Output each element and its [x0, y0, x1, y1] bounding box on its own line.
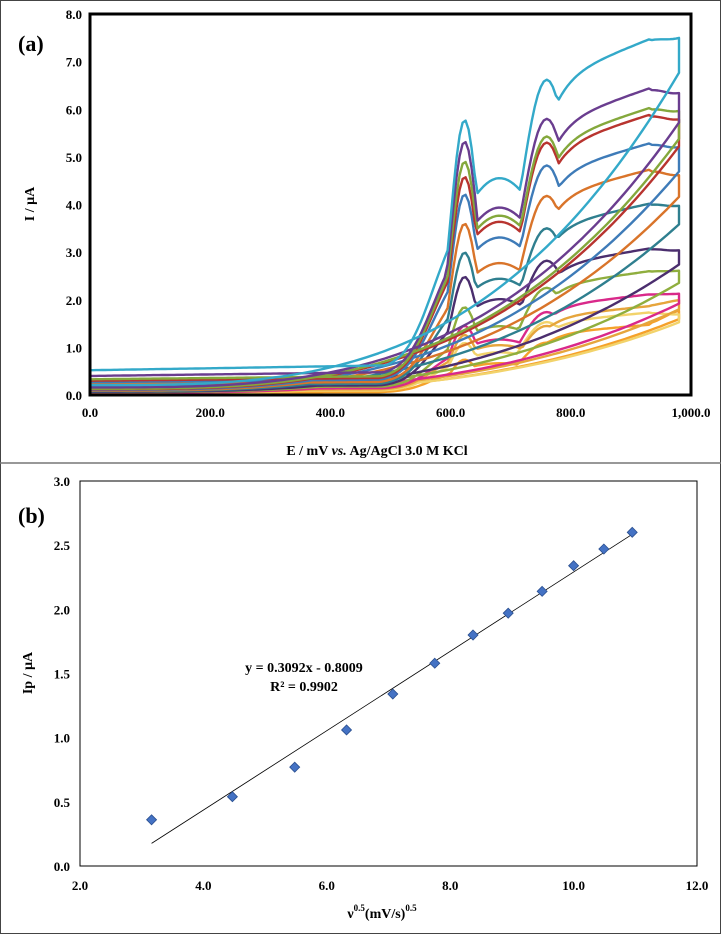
panel-a-x-tick-label: 200.0	[196, 405, 225, 420]
panel-b-y-axis-label: Ip / µA	[21, 651, 36, 694]
panel-a-label: (a)	[18, 31, 44, 56]
panel-b-peak-current-plot: (b) 0.0 0.5 1.0 1.5 2.0 2.5 3.0 2.0 4.0 6.0 8.0 10…	[18, 474, 708, 922]
x-label-sup2: 0.5	[405, 903, 417, 913]
panel-b-plot-frame	[79, 480, 698, 867]
data-point	[146, 814, 158, 826]
x-label-mid: (mV/s)	[365, 907, 406, 922]
panel-b-y-tick-label: 2.5	[54, 538, 71, 553]
panel-b-y-tick-label: 0.0	[54, 859, 70, 874]
panel-b-data-points	[146, 526, 638, 826]
panel-b-x-axis-label: ν0.5(mV/s)0.5	[346, 903, 417, 922]
panel-b-x-tick-label: 6.0	[319, 878, 335, 893]
panel-b-x-tick-label: 10.0	[562, 878, 585, 893]
data-point	[536, 585, 548, 597]
panel-a-cyclic-voltammograms: (a) 0.0 1.0 2.0 3.0 4.0 5.0 6.0 7.0 8.0 0.0 200.0…	[18, 7, 711, 459]
panel-a-x-tick-label: 0.0	[82, 405, 98, 420]
panel-a-y-tick-label: 3.0	[66, 245, 82, 260]
r-squared-label: R² = 0.9902	[270, 680, 338, 695]
panel-b-y-ticks: 0.0 0.5 1.0 1.5 2.0 2.5 3.0	[54, 474, 71, 874]
panel-a-x-tick-label: 600.0	[436, 405, 465, 420]
panel-a-y-tick-label: 0.0	[66, 388, 82, 403]
voltammogram-scan-12	[90, 87, 681, 389]
voltammogram-scan-13	[90, 36, 681, 387]
panel-b-label: (b)	[18, 503, 45, 528]
data-point	[502, 607, 514, 619]
panel-a-y-axis-label: I / µA	[23, 186, 38, 221]
panel-b-x-ticks: 2.0 4.0 6.0 8.0 10.0 12.0	[72, 878, 709, 893]
panel-a-y-ticks: 0.0 1.0 2.0 3.0 4.0 5.0 6.0 7.0 8.0	[66, 7, 82, 403]
panel-a-y-tick-label: 2.0	[66, 293, 82, 308]
panel-b-x-tick-label: 2.0	[72, 878, 88, 893]
data-point	[387, 688, 399, 700]
x-label-prefix: E / mV	[286, 444, 328, 459]
panel-a-y-tick-label: 1.0	[66, 340, 82, 355]
panel-a-x-tick-label: 800.0	[556, 405, 585, 420]
panel-b-y-tick-label: 0.5	[54, 795, 71, 810]
data-point	[340, 724, 353, 736]
panel-a-y-tick-label: 7.0	[66, 55, 82, 70]
panel-b-y-tick-label: 1.5	[54, 667, 71, 682]
data-point	[568, 560, 580, 572]
trendline-equation: y = 0.3092x - 0.8009	[245, 661, 363, 676]
panel-b-y-tick-label: 3.0	[54, 474, 70, 489]
data-point	[467, 629, 479, 641]
data-point	[626, 526, 638, 538]
data-point	[429, 657, 441, 669]
panel-b-y-tick-label: 2.0	[54, 602, 70, 617]
x-label-symbol: ν	[346, 907, 354, 922]
x-label-sup1: 0.5	[354, 903, 366, 913]
voltammogram-scan-11	[90, 106, 681, 390]
panel-a-x-axis-label: E / mV vs. Ag/AgCl 3.0 M KCl	[286, 444, 467, 459]
panel-a-x-ticks: 0.0 200.0 400.0 600.0 800.0 1,000.0	[82, 405, 711, 420]
voltammogram-scan-10	[90, 113, 681, 391]
panel-a-curves	[89, 36, 681, 396]
panel-a-x-tick-label: 1,000.0	[672, 405, 711, 420]
panel-a-y-tick-label: 8.0	[66, 7, 82, 22]
x-label-italic: vs.	[332, 444, 347, 459]
panel-b-x-tick-label: 12.0	[686, 878, 709, 893]
data-point	[289, 761, 301, 773]
panel-b-y-tick-label: 1.0	[54, 731, 70, 746]
x-label-suffix: Ag/AgCl 3.0 M KCl	[349, 444, 467, 459]
panel-b-x-tick-label: 4.0	[195, 878, 211, 893]
panel-a-y-tick-label: 6.0	[66, 102, 82, 117]
panel-a-x-tick-label: 400.0	[316, 405, 345, 420]
panel-a-plot-frame	[88, 12, 693, 397]
panel-b-x-tick-label: 8.0	[442, 878, 458, 893]
data-point	[598, 543, 610, 555]
data-point	[226, 791, 238, 803]
panel-a-y-tick-label: 4.0	[66, 198, 82, 213]
panel-a-y-tick-label: 5.0	[66, 150, 82, 165]
